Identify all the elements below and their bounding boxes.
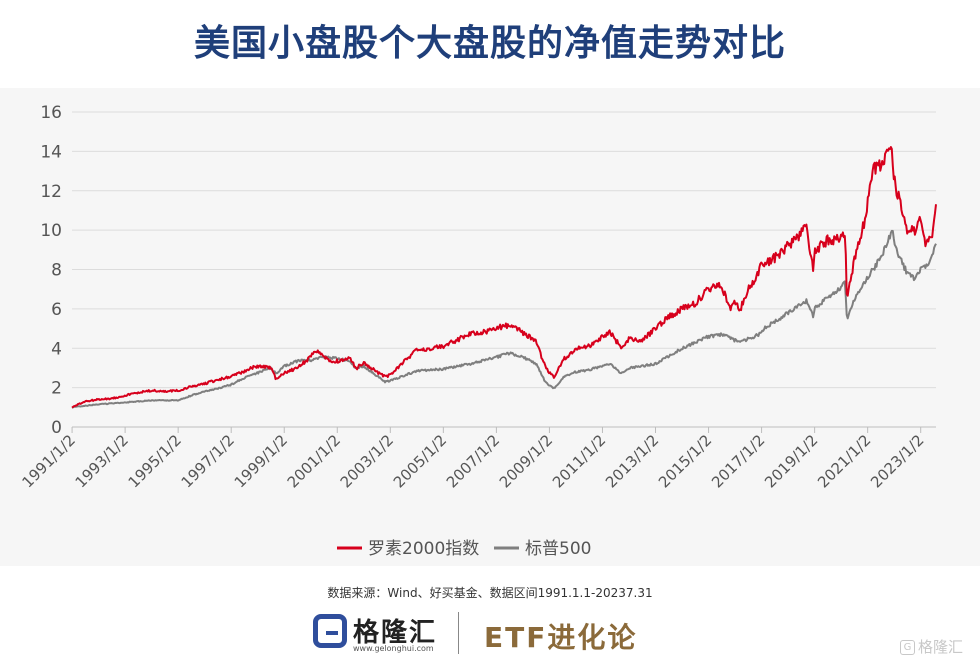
g-logo-icon bbox=[313, 614, 347, 648]
watermark: G 格隆汇 bbox=[900, 636, 963, 657]
page-title: 美国小盘股个大盘股的净值走势对比 bbox=[193, 23, 786, 64]
x-axis-tickmarks bbox=[71, 427, 922, 433]
etf-brand: ETF进化论 bbox=[484, 621, 638, 654]
x-tick-label: 2019/1/2 bbox=[761, 431, 821, 491]
x-tick-label: 2017/1/2 bbox=[708, 431, 768, 491]
watermark-g-icon: G bbox=[900, 640, 915, 655]
x-tick-label: 1991/1/2 bbox=[19, 431, 79, 491]
chart-panel bbox=[0, 88, 980, 566]
x-tick-label: 1997/1/2 bbox=[178, 431, 238, 491]
y-tick-label: 8 bbox=[51, 261, 62, 281]
x-tick-label: 2013/1/2 bbox=[602, 431, 662, 491]
series-lines bbox=[71, 146, 937, 409]
x-tick-label: 2023/1/2 bbox=[867, 431, 927, 491]
y-tick-label: 14 bbox=[40, 142, 62, 162]
x-tick-label: 2005/1/2 bbox=[390, 431, 450, 491]
line-russell-2000 bbox=[71, 146, 937, 409]
legend-label-russell: 罗素2000指数 bbox=[368, 539, 479, 559]
y-tick-label: 6 bbox=[51, 300, 62, 320]
y-tick-label: 12 bbox=[40, 182, 62, 202]
source-note: 数据来源：Wind、好买基金、数据区间1991.1.1-20237.31 bbox=[327, 586, 653, 600]
legend-label-sp500: 标普500 bbox=[525, 539, 591, 559]
x-tick-label: 2015/1/2 bbox=[655, 431, 715, 491]
legend: 罗素2000指数 标普500 bbox=[337, 539, 591, 559]
y-tick-label: 10 bbox=[40, 221, 62, 241]
x-tick-label: 2009/1/2 bbox=[496, 431, 556, 491]
y-tick-label: 2 bbox=[51, 379, 62, 399]
grid-lines bbox=[72, 111, 936, 389]
brand-divider bbox=[458, 612, 459, 654]
x-tick-label: 2011/1/2 bbox=[549, 431, 609, 491]
x-tick-label: 2021/1/2 bbox=[814, 431, 874, 491]
y-tick-label: 0 bbox=[51, 418, 62, 438]
x-tick-label: 1995/1/2 bbox=[125, 431, 185, 491]
watermark-text: 格隆汇 bbox=[918, 638, 964, 656]
line-sp500 bbox=[71, 229, 937, 409]
logo-url: www.gelonghui.com bbox=[353, 644, 434, 653]
x-axis-ticks: 1991/1/21993/1/21995/1/21997/1/21999/1/2… bbox=[19, 431, 928, 491]
x-tick-label: 2007/1/2 bbox=[443, 431, 503, 491]
y-axis-ticks: 0 2 4 6 8 10 12 14 16 bbox=[40, 103, 62, 438]
x-tick-label: 2001/1/2 bbox=[284, 431, 344, 491]
y-tick-label: 16 bbox=[40, 103, 62, 123]
x-tick-label: 1993/1/2 bbox=[72, 431, 132, 491]
gelonghui-logo: 格隆汇 www.gelonghui.com bbox=[313, 610, 453, 656]
logo-name: 格隆汇 bbox=[353, 618, 438, 648]
x-tick-label: 2003/1/2 bbox=[337, 431, 397, 491]
x-tick-label: 1999/1/2 bbox=[231, 431, 291, 491]
y-tick-label: 4 bbox=[51, 339, 62, 359]
